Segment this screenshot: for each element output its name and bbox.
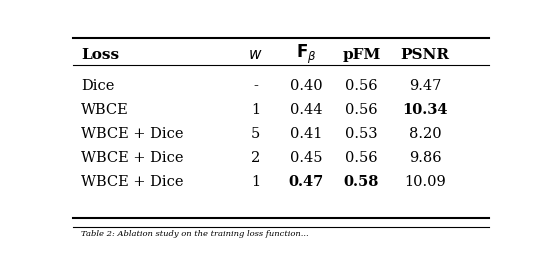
Text: WBCE: WBCE [81, 103, 129, 117]
Text: 1: 1 [251, 103, 260, 117]
Text: 5: 5 [251, 127, 260, 141]
Text: -: - [253, 79, 258, 93]
Text: Dice: Dice [81, 79, 115, 93]
Text: 0.58: 0.58 [344, 175, 379, 189]
Text: pFM: pFM [342, 48, 381, 62]
Text: 0.40: 0.40 [290, 79, 323, 93]
Text: 0.45: 0.45 [290, 151, 323, 165]
Text: WBCE + Dice: WBCE + Dice [81, 175, 184, 189]
Text: 1: 1 [251, 175, 260, 189]
Text: 0.44: 0.44 [290, 103, 323, 117]
Text: Table 2: Ablation study on the training loss function...: Table 2: Ablation study on the training … [81, 230, 309, 238]
Text: $w$: $w$ [248, 47, 262, 62]
Text: 10.34: 10.34 [402, 103, 448, 117]
Text: 2: 2 [251, 151, 260, 165]
Text: 0.53: 0.53 [345, 127, 378, 141]
Text: Loss: Loss [81, 48, 119, 62]
Text: 0.56: 0.56 [345, 151, 378, 165]
Text: WBCE + Dice: WBCE + Dice [81, 151, 184, 165]
Text: 0.56: 0.56 [345, 103, 378, 117]
Text: PSNR: PSNR [401, 48, 450, 62]
Text: 8.20: 8.20 [409, 127, 442, 141]
Text: 10.09: 10.09 [404, 175, 446, 189]
Text: 0.47: 0.47 [289, 175, 324, 189]
Text: 0.56: 0.56 [345, 79, 378, 93]
Text: WBCE + Dice: WBCE + Dice [81, 127, 184, 141]
Text: $\mathbf{F}_{\beta}$: $\mathbf{F}_{\beta}$ [296, 43, 317, 66]
Text: 9.86: 9.86 [409, 151, 442, 165]
Text: 9.47: 9.47 [409, 79, 442, 93]
Text: 0.41: 0.41 [290, 127, 323, 141]
